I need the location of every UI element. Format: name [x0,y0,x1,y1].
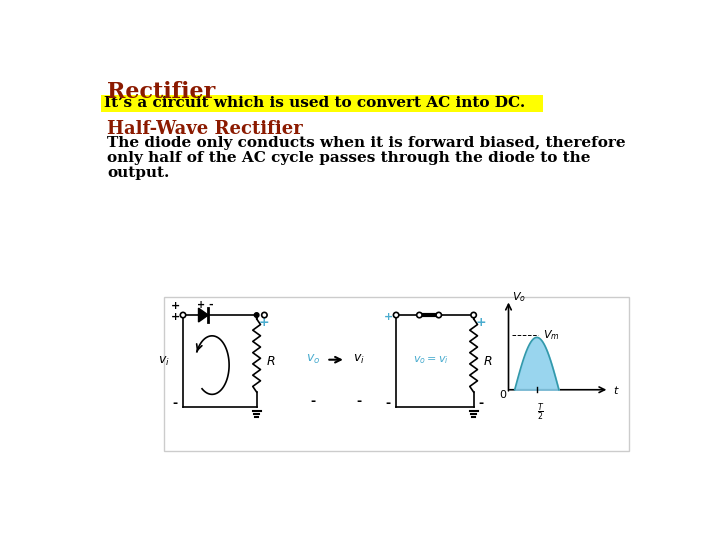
Circle shape [417,312,422,318]
Text: output.: output. [107,166,169,180]
Text: -: - [479,397,484,410]
Text: +: + [476,316,487,329]
Circle shape [180,312,186,318]
Text: $t$: $t$ [613,384,620,396]
Text: Half-Wave Rectifier: Half-Wave Rectifier [107,120,303,138]
Text: $V_m$: $V_m$ [544,328,560,342]
Circle shape [261,312,267,318]
Text: It’s a circuit which is used to convert AC into DC.: It’s a circuit which is used to convert … [104,96,525,110]
Text: -: - [173,397,178,410]
Circle shape [471,312,477,318]
Text: $R$: $R$ [483,355,492,368]
Text: $V_o$: $V_o$ [513,291,526,304]
Text: +: + [171,301,180,311]
Text: -: - [208,300,213,310]
Text: -: - [386,397,391,410]
Polygon shape [199,308,208,322]
Text: $v_o$: $v_o$ [306,353,320,366]
Circle shape [393,312,399,318]
Text: -: - [356,395,361,408]
Bar [101,95,543,112]
Text: $v_i$: $v_i$ [353,353,365,366]
Circle shape [254,313,259,318]
FancyBboxPatch shape [163,298,629,451]
Text: The diode only conducts when it is forward biased, therefore: The diode only conducts when it is forwa… [107,137,626,151]
Text: 0: 0 [500,390,507,400]
Text: Rectifier: Rectifier [107,81,215,103]
Text: $v_i$: $v_i$ [158,355,169,368]
Text: -: - [310,395,316,408]
Text: $R$: $R$ [266,355,275,368]
Text: +: + [259,316,270,329]
Text: +: + [384,312,393,322]
Text: only half of the AC cycle passes through the diode to the: only half of the AC cycle passes through… [107,151,590,165]
Text: +: + [171,312,180,322]
Text: $\frac{T}{2}$: $\frac{T}{2}$ [537,401,544,423]
Circle shape [436,312,441,318]
Text: $v_o = v_i$: $v_o = v_i$ [413,354,449,366]
Text: +: + [197,300,205,310]
